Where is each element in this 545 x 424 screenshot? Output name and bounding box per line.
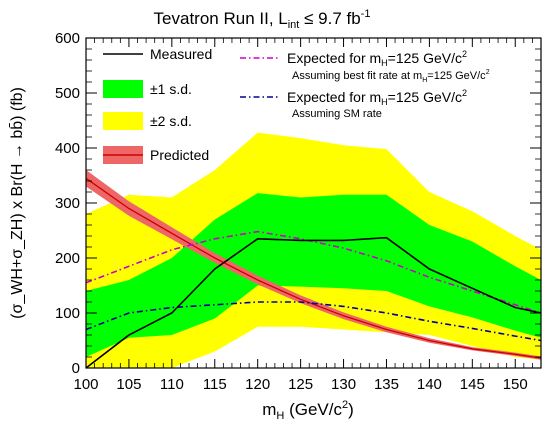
y-tick-label: 200 (55, 250, 80, 267)
legend-exp-bestfit-note: Assuming best fit rate at mH=125 GeV/c2 (292, 69, 490, 84)
legend-exp-bestfit-label: Expected for mH=125 GeV/c2 (287, 49, 467, 68)
title-subscript: int (288, 19, 300, 31)
x-tick-label: 125 (288, 376, 313, 393)
title-superscript: -1 (361, 8, 371, 20)
y-tick-labels: 0 100 200 300 400 500 600 (55, 30, 80, 377)
x-tick-label: 100 (73, 376, 98, 393)
predicted-line (85, 177, 542, 359)
legend-exp-sm-note: Assuming SM rate (292, 108, 382, 120)
y-tick-label: 0 (72, 360, 80, 377)
legend-measured-label: Measured (150, 46, 212, 62)
x-tick-label: 130 (331, 376, 356, 393)
expected-bestfit-line (85, 230, 542, 314)
x-tick-label: 115 (203, 376, 227, 393)
legend-sd1-label: ±1 s.d. (150, 81, 192, 97)
legend: Measured ±1 s.d. ±2 s.d. Predicted Expec… (103, 46, 490, 164)
y-tick-label: 400 (55, 140, 80, 157)
x-tick-label: 105 (116, 376, 141, 393)
measured-line (85, 236, 542, 369)
legend-sd2-label: ±2 s.d. (150, 113, 192, 129)
x-axis-label: mH (GeV/c2) (262, 399, 354, 422)
y-tick-label: 600 (55, 30, 80, 47)
legend-exp-sm-label: Expected for mH=125 GeV/c2 (287, 88, 467, 107)
x-tick-label: 150 (503, 376, 528, 393)
x-tick-labels: 100 105 110 115 120 125 130 135 140 145 150 (73, 376, 527, 393)
chart-title: Tevatron Run II, Lint ≤ 9.7 fb-1 (154, 8, 371, 31)
series-lines (85, 177, 542, 369)
x-tick-label: 120 (245, 376, 270, 393)
plot-area (85, 132, 542, 369)
axis-ticks (85, 37, 541, 369)
x-tick-label: 145 (460, 376, 485, 393)
y-axis-label: (σ_WH+σ_ZH) x Br(H → bb̄) (fb) (9, 87, 26, 319)
y-tick-label: 500 (55, 85, 80, 102)
expected-sm-line (85, 301, 542, 342)
legend-sd2-swatch (103, 112, 143, 130)
x-tick-label: 135 (374, 376, 399, 393)
x-tick-label: 110 (160, 376, 184, 393)
y-tick-label: 300 (55, 195, 80, 212)
legend-sd1-swatch (103, 80, 143, 98)
y-tick-label: 100 (55, 305, 80, 322)
x-tick-label: 140 (417, 376, 442, 393)
band-1sd (86, 193, 541, 357)
uncertainty-bands (86, 132, 541, 368)
legend-predicted-label: Predicted (150, 147, 209, 163)
